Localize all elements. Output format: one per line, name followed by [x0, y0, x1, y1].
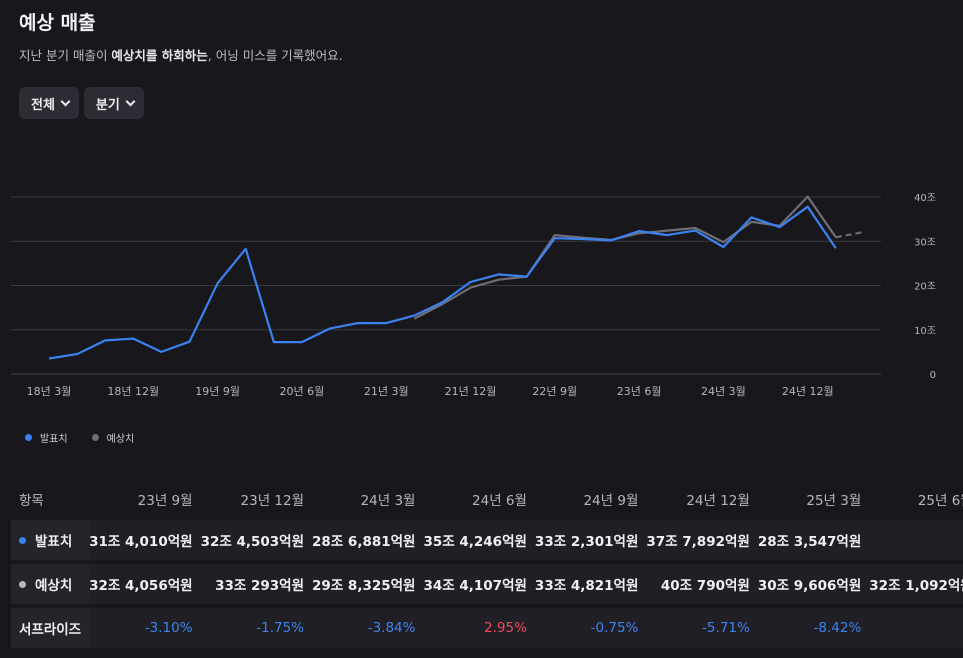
filter-period-label: 분기: [95, 97, 120, 113]
table-header-row: 항목 23년 9월 23년 12월 24년 3월 24년 6월 24년 9월 2…: [11, 482, 963, 516]
row-label-estimate: 예상치: [11, 564, 90, 604]
x-tick-label: 18년 12월: [107, 385, 159, 398]
table-row-estimate: 예상치 32조 4,056억원 33조 293억원 29조 8,325억원 34…: [11, 564, 963, 604]
table-header-period: 23년 9월: [137, 493, 193, 509]
table-cell: 33조 2,301억원: [534, 520, 647, 560]
table-header-period: 24년 12월: [686, 493, 750, 509]
subtitle-text-end: , 어닝 미스를 기록했어요.: [207, 48, 343, 63]
legend-estimate-label: 예상치: [106, 434, 135, 445]
table-cell: 33조 4,821억원: [534, 564, 647, 604]
table-header-item: 항목: [19, 493, 44, 509]
page-title: 예상 매출: [19, 12, 96, 34]
row-label-text: 예상치: [35, 578, 73, 594]
x-tick-label: 24년 3월: [701, 385, 746, 398]
subtitle-text-start: 지난 분기 매출이: [19, 48, 112, 63]
row-label-text: 서프라이즈: [19, 622, 82, 638]
table-row-surprise: 서프라이즈 -3.10% -1.75% -3.84% 2.95% -0.75% …: [11, 608, 963, 648]
legend-actual-dot-icon: [25, 434, 32, 441]
table-header-period: 25년 6월: [917, 493, 963, 509]
x-tick-label: 18년 3월: [27, 385, 72, 398]
legend-estimate-dot-icon: [91, 434, 99, 441]
x-tick-label: 23년 6월: [617, 385, 662, 398]
table-cell: 33조 293억원: [200, 564, 313, 604]
table-cell: 32조 4,503억원: [200, 520, 313, 560]
table-header-period: 24년 6월: [472, 493, 527, 509]
row-label-text: 발표치: [35, 534, 73, 550]
y-tick-label: 40조: [914, 193, 936, 204]
surprise-cell: -8.42%: [757, 608, 870, 648]
surprise-cell: -5.71%: [646, 608, 758, 648]
x-tick-label: 24년 12월: [782, 385, 834, 398]
chevron-down-icon: [125, 96, 136, 106]
x-tick-label: 21년 3월: [364, 385, 409, 398]
series-line-estimate: [413, 195, 837, 320]
subtitle-emphasis: 예상치를 하회하는: [111, 48, 208, 63]
table-cell: 29조 8,325억원: [312, 564, 424, 604]
estimate-dot-icon: [19, 580, 26, 588]
legend-item-estimate[interactable]: 예상치: [91, 430, 135, 445]
x-tick-label: 19년 9월: [195, 385, 240, 398]
y-tick-label: 20조: [914, 282, 936, 293]
legend-actual-label: 발표치: [40, 434, 68, 445]
table-cell: 40조 790억원: [646, 564, 758, 604]
surprise-cell: 2.95%: [423, 608, 535, 648]
surprise-cell: -0.75%: [534, 608, 647, 648]
y-tick-label: 30조: [914, 237, 936, 248]
table-header-period: 24년 9월: [583, 493, 639, 509]
table-cell: 31조 4,010억원: [89, 520, 201, 560]
table-header-period: 23년 12월: [240, 493, 305, 509]
y-tick-label: 10조: [914, 326, 936, 337]
filter-scope-dropdown[interactable]: 전체: [19, 87, 79, 119]
actual-dot-icon: [19, 536, 26, 544]
surprise-cell: -3.10%: [89, 608, 201, 648]
y-tick-label: 0: [930, 370, 936, 381]
table-cell: 32조 1,092억원: [869, 564, 963, 604]
table-cell: 28조 6,881억원: [312, 520, 424, 560]
surprise-cell: -: [869, 608, 963, 648]
page-subtitle: 지난 분기 매출이 예상치를 하회하는, 어닝 미스를 기록했어요.: [19, 45, 343, 64]
table-cell: 37조 7,892억원: [646, 520, 758, 560]
series-line-estimate-forecast: [835, 230, 865, 239]
x-tick-label: 20년 6월: [280, 385, 325, 398]
table-cell: 28조 3,547억원: [757, 520, 870, 560]
table-cell: 34조 4,107억원: [423, 564, 535, 604]
table-row-actual: 발표치 31조 4,010억원 32조 4,503억원 28조 6,881억원 …: [11, 520, 963, 560]
table-cell: -: [869, 520, 963, 560]
filter-period-dropdown[interactable]: 분기: [83, 87, 144, 119]
row-label-actual: 발표치: [11, 520, 90, 560]
x-tick-label: 21년 12월: [445, 385, 497, 398]
surprise-cell: -3.84%: [312, 608, 424, 648]
revenue-line-chart: 0 10조 20조 30조 40조 18년 3월 18년 12월 19년 9월 20년 6월 21…: [11, 193, 936, 398]
table-cell: 32조 4,056억원: [89, 564, 201, 604]
x-tick-label: 22년 9월: [532, 385, 577, 398]
series-line-actual: [48, 205, 837, 360]
filter-scope-label: 전체: [31, 97, 55, 113]
table-header-period: 24년 3월: [360, 493, 416, 509]
chevron-down-icon: [60, 96, 71, 106]
chart-legend: 발표치 예상치: [25, 430, 134, 445]
earnings-table: 항목 23년 9월 23년 12월 24년 3월 24년 6월 24년 9월 2…: [11, 478, 963, 652]
surprise-cell: -1.75%: [200, 608, 313, 648]
table-cell: 35조 4,246억원: [423, 520, 535, 560]
filter-bar: 전체 분기: [19, 87, 144, 119]
table-header-period: 25년 3월: [806, 493, 862, 509]
legend-item-actual[interactable]: 발표치: [25, 430, 68, 445]
row-label-surprise: 서프라이즈: [11, 608, 90, 648]
table-cell: 30조 9,606억원: [757, 564, 870, 604]
